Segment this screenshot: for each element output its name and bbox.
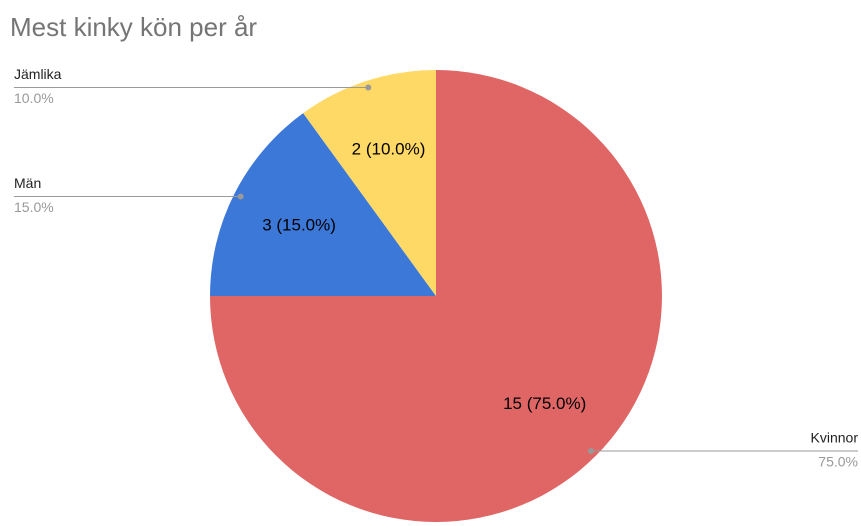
- legend-share: 10.0%: [14, 90, 54, 106]
- legend-label: Jämlika: [14, 66, 62, 82]
- pie-slice: [303, 70, 436, 296]
- legend-label: Män: [14, 175, 41, 191]
- slice-label: 3 (15.0%): [262, 216, 336, 235]
- legend-share: 75.0%: [818, 454, 858, 470]
- legend-share: 15.0%: [14, 199, 54, 215]
- pie-slice: [210, 113, 436, 296]
- slice-label: 2 (10.0%): [352, 139, 426, 158]
- leader-dot: [237, 193, 244, 200]
- chart-title: Mest kinky kön per år: [10, 12, 257, 42]
- leader-dot: [588, 448, 595, 455]
- slice-label: 15 (75.0%): [503, 394, 586, 413]
- legend-label: Kvinnor: [811, 430, 859, 446]
- leader-dot: [365, 84, 372, 91]
